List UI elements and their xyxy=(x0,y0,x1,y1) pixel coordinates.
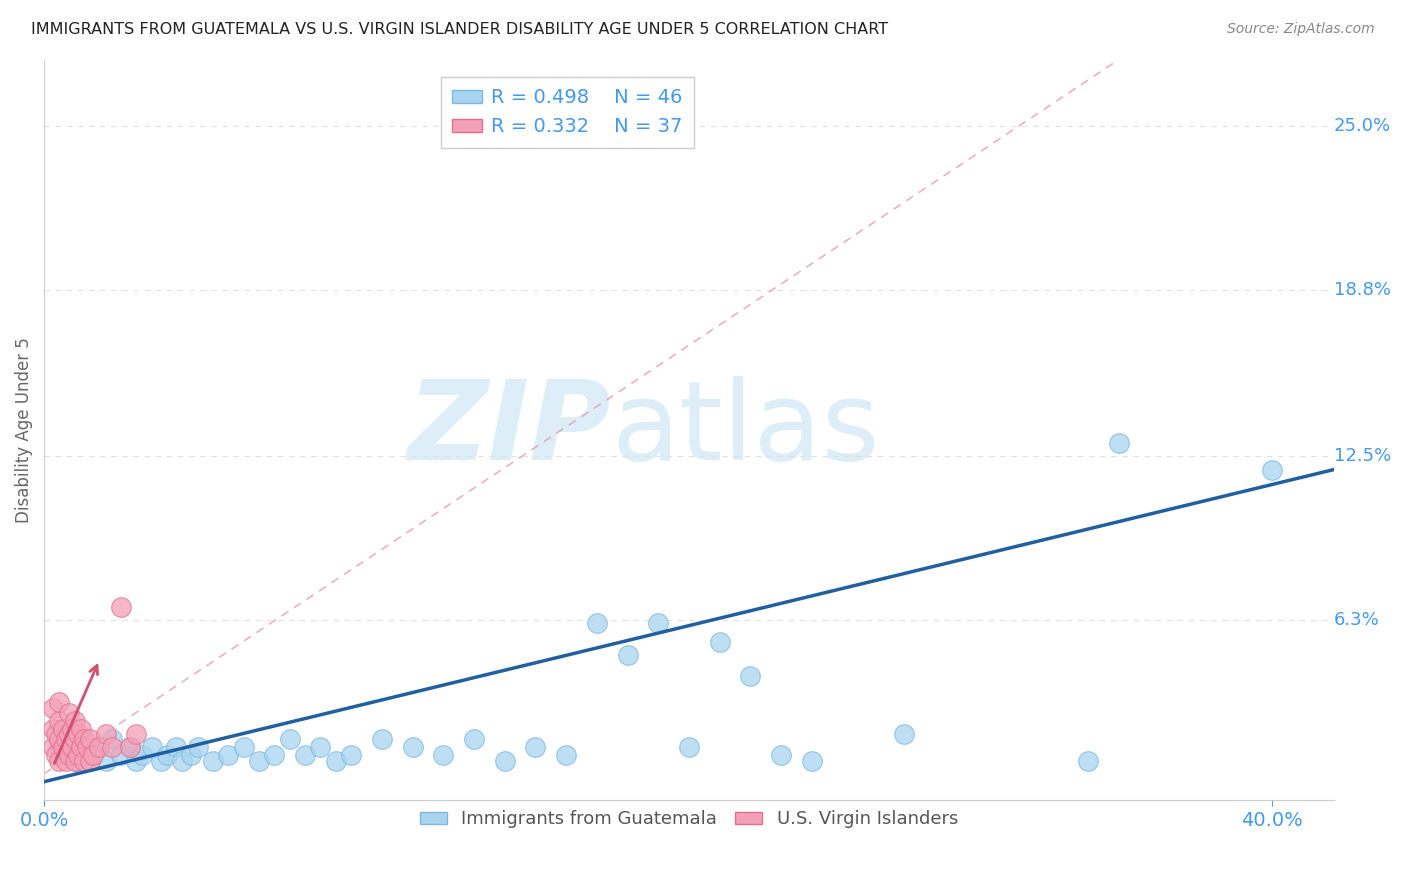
Point xyxy=(120,740,142,755)
Point xyxy=(131,748,153,763)
Point xyxy=(110,748,132,763)
Point xyxy=(616,648,638,662)
Point xyxy=(48,732,70,747)
Point xyxy=(63,732,86,747)
Point xyxy=(709,634,731,648)
Point xyxy=(66,727,89,741)
Point xyxy=(58,748,80,763)
Point xyxy=(647,615,669,630)
Point xyxy=(1108,436,1130,450)
Point xyxy=(51,722,73,736)
Point xyxy=(294,748,316,763)
Point xyxy=(89,740,111,755)
Text: IMMIGRANTS FROM GUATEMALA VS U.S. VIRGIN ISLANDER DISABILITY AGE UNDER 5 CORRELA: IMMIGRANTS FROM GUATEMALA VS U.S. VIRGIN… xyxy=(31,22,889,37)
Point xyxy=(66,748,89,763)
Point xyxy=(100,732,122,747)
Text: atlas: atlas xyxy=(612,376,880,483)
Point xyxy=(325,754,347,768)
Point xyxy=(1261,462,1284,476)
Point xyxy=(45,727,67,741)
Point xyxy=(42,722,65,736)
Point xyxy=(58,727,80,741)
Point xyxy=(180,748,202,763)
Point xyxy=(278,732,301,747)
Point xyxy=(63,754,86,768)
Text: 12.5%: 12.5% xyxy=(1334,448,1391,466)
Point xyxy=(42,700,65,714)
Point xyxy=(89,740,111,755)
Point xyxy=(55,754,77,768)
Legend: Immigrants from Guatemala, U.S. Virgin Islanders: Immigrants from Guatemala, U.S. Virgin I… xyxy=(412,803,966,836)
Point xyxy=(309,740,332,755)
Point xyxy=(217,748,239,763)
Point xyxy=(60,722,83,736)
Point xyxy=(125,754,148,768)
Point xyxy=(63,714,86,728)
Text: 25.0%: 25.0% xyxy=(1334,117,1391,135)
Point xyxy=(76,740,98,755)
Point xyxy=(120,740,142,755)
Point xyxy=(79,748,101,763)
Point xyxy=(149,754,172,768)
Point xyxy=(42,740,65,755)
Point xyxy=(555,748,578,763)
Point xyxy=(48,740,70,755)
Point xyxy=(51,740,73,755)
Point xyxy=(201,754,224,768)
Point xyxy=(141,740,163,755)
Point xyxy=(585,615,607,630)
Point xyxy=(401,740,423,755)
Point xyxy=(893,727,915,741)
Text: ZIP: ZIP xyxy=(408,376,612,483)
Point xyxy=(63,754,86,768)
Point xyxy=(48,754,70,768)
Point xyxy=(263,748,285,763)
Point xyxy=(247,754,270,768)
Point xyxy=(55,732,77,747)
Point xyxy=(678,740,700,755)
Point xyxy=(79,732,101,747)
Point xyxy=(73,732,96,747)
Point xyxy=(740,669,762,683)
Point xyxy=(48,714,70,728)
Point xyxy=(45,748,67,763)
Point xyxy=(125,727,148,741)
Point xyxy=(232,740,254,755)
Point xyxy=(94,727,117,741)
Point xyxy=(110,600,132,615)
Point xyxy=(172,754,194,768)
Point xyxy=(94,754,117,768)
Point xyxy=(494,754,516,768)
Point xyxy=(70,722,93,736)
Point xyxy=(100,740,122,755)
Point xyxy=(524,740,547,755)
Text: 18.8%: 18.8% xyxy=(1334,281,1391,299)
Point xyxy=(187,740,209,755)
Point xyxy=(1077,754,1099,768)
Text: 6.3%: 6.3% xyxy=(1334,611,1379,630)
Point xyxy=(60,740,83,755)
Y-axis label: Disability Age Under 5: Disability Age Under 5 xyxy=(15,337,32,523)
Point xyxy=(48,695,70,709)
Point xyxy=(463,732,485,747)
Point xyxy=(73,754,96,768)
Text: Source: ZipAtlas.com: Source: ZipAtlas.com xyxy=(1227,22,1375,37)
Point xyxy=(340,748,363,763)
Point xyxy=(165,740,187,755)
Point xyxy=(82,748,104,763)
Point xyxy=(371,732,394,747)
Point xyxy=(770,748,793,763)
Point xyxy=(156,748,179,763)
Point xyxy=(70,740,93,755)
Point xyxy=(79,754,101,768)
Point xyxy=(800,754,823,768)
Point xyxy=(58,706,80,720)
Point xyxy=(432,748,454,763)
